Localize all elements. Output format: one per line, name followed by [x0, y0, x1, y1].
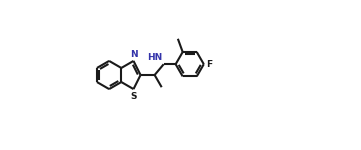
Text: F: F [206, 60, 212, 69]
Text: HN: HN [147, 53, 163, 62]
Text: S: S [130, 92, 137, 101]
Text: N: N [130, 50, 138, 58]
